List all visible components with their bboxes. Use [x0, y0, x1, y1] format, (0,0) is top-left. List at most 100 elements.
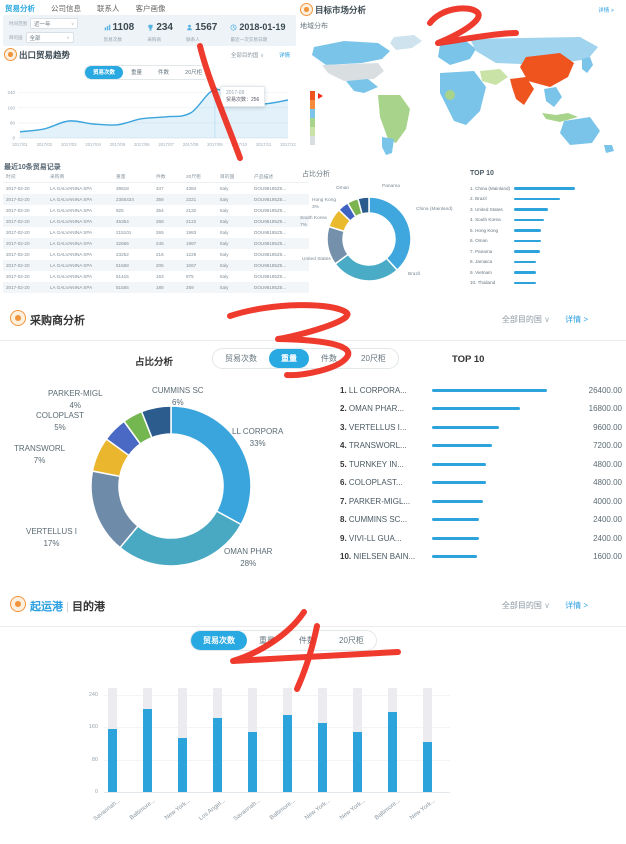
- buyer-top10-row[interactable]: 7. PARKER-MIGL... 4000.00: [340, 492, 622, 511]
- bar-0[interactable]: [107, 729, 117, 792]
- trend-tab-1[interactable]: 重量: [131, 70, 143, 76]
- top10-name: 8. CUMMINS SC...: [340, 515, 408, 525]
- bar-6[interactable]: [317, 722, 327, 792]
- port-scope-dropdown[interactable]: 全部目的国 ∨: [501, 601, 550, 610]
- market-top10-row[interactable]: 2. Brazil: [470, 194, 622, 205]
- market-section-title: 目标市场分析: [315, 5, 367, 15]
- col-header-4[interactable]: 20尺柜: [183, 171, 217, 183]
- top10-bar: [514, 260, 536, 263]
- table-row[interactable]: 2017-02-20 LA GALVANINA SPA 45354 268 2122 It…: [3, 216, 309, 227]
- col-header-2[interactable]: 重量: [113, 171, 153, 183]
- origin-port-tab[interactable]: 起运港: [30, 601, 63, 613]
- market-top10-row[interactable]: 3. United States: [470, 204, 622, 215]
- col-header-5[interactable]: 目的国: [217, 171, 251, 183]
- svg-text:2017/01: 2017/01: [12, 142, 28, 147]
- market-top10-row[interactable]: 6. Oman: [470, 236, 622, 247]
- market-top10-row[interactable]: 5. Hong Kong: [470, 225, 622, 236]
- buyer-scope-dropdown[interactable]: 全部目的国 ∨: [501, 315, 550, 324]
- destination-port-tab[interactable]: 目的港: [71, 601, 105, 613]
- buyer-top10-row[interactable]: 1. LL CORPORA... 26400.00: [340, 381, 622, 400]
- filter-select-1[interactable]: 全部 ∨: [25, 32, 74, 43]
- trend-detail-link[interactable]: 详情: [278, 53, 290, 59]
- buyer-tab-3[interactable]: 20尺柜: [361, 354, 386, 363]
- top10-name: 10. NIELSEN BAIN...: [340, 552, 416, 562]
- buyer-top10-row[interactable]: 5. TURNKEY IN... 4800.00: [340, 455, 622, 474]
- market-top10-row[interactable]: 4. South Korea: [470, 215, 622, 226]
- market-donut-chart[interactable]: [300, 180, 626, 298]
- buyer-tab-2[interactable]: 件数: [321, 354, 337, 363]
- stat-value: 234: [156, 21, 173, 33]
- trend-tab-3[interactable]: 20尺柜: [185, 70, 203, 76]
- market-donut-label-oman: Oman: [336, 186, 350, 191]
- region-southeast-asia: [544, 87, 562, 107]
- buyer-top10-row[interactable]: 2. OMAN PHAR... 16800.00: [340, 400, 622, 419]
- top-tab-2[interactable]: 联系人: [97, 4, 120, 13]
- col-header-1[interactable]: 采购商: [47, 171, 113, 183]
- buyer-donut-slice-cummins[interactable]: [140, 405, 172, 439]
- buyer-top10-row[interactable]: 3. VERTELLUS I... 9600.00: [340, 418, 622, 437]
- top-tab-1[interactable]: 公司信息: [51, 4, 81, 13]
- top10-name: 6. COLOPLAST...: [340, 478, 403, 488]
- buyer-top10-row[interactable]: 6. COLOPLAST... 4800.00: [340, 474, 622, 493]
- bar-1[interactable]: [142, 708, 152, 792]
- buyer-detail-link[interactable]: 详情 >: [565, 315, 588, 324]
- market-top10-row[interactable]: 10. Thailand: [470, 278, 622, 289]
- port-tab-2[interactable]: 件数: [299, 636, 315, 645]
- bar-8[interactable]: [387, 712, 397, 792]
- col-header-3[interactable]: 件数: [153, 171, 183, 183]
- table-row[interactable]: 2017-02-20 LA GALVANINA SPA 51555 188 259 Ita…: [3, 282, 309, 293]
- market-top10-row[interactable]: 9. Vietnam: [470, 267, 622, 278]
- bar-7[interactable]: [352, 731, 362, 792]
- buyer-donut-label-transworl: TRANSWORL 7%: [14, 444, 66, 465]
- trend-tab-2[interactable]: 件数: [158, 70, 170, 76]
- buyer-top10-row[interactable]: 9. VIVI-LL GUA... 2400.00: [340, 529, 622, 548]
- destination-scope-dropdown[interactable]: 全部目的国 ∨: [230, 53, 264, 59]
- col-header-0[interactable]: 时间: [3, 171, 47, 183]
- stat-3: 2018-01-19 最近一次交易日期: [230, 18, 285, 43]
- buyer-top10-row[interactable]: 10. NIELSEN BAIN... 1600.00: [340, 548, 622, 567]
- world-map[interactable]: [298, 33, 626, 165]
- table-row[interactable]: 2017-02-20 LA GALVANINA SPA 2355434 358 2321…: [3, 194, 309, 205]
- bar-2[interactable]: [177, 738, 187, 792]
- table-cell: Italy: [220, 274, 229, 279]
- filter-select-0[interactable]: 近一年 ∨: [30, 18, 78, 29]
- buyer-donut-slice-omanphar[interactable]: [118, 510, 243, 567]
- port-detail-link[interactable]: 详情 >: [565, 601, 588, 610]
- region-argentina: [382, 137, 394, 155]
- col-header-6[interactable]: 产品描述: [251, 171, 309, 183]
- buyer-donut-chart[interactable]: [0, 385, 330, 585]
- table-row[interactable]: 2017-02-20 LA GALVANINA SPA 215101 265 1983 I…: [3, 227, 309, 238]
- bar-3[interactable]: [212, 717, 222, 792]
- market-donut-slice-china[interactable]: [368, 196, 412, 272]
- buyer-tab-1[interactable]: 重量: [269, 349, 309, 368]
- bar-4[interactable]: [247, 731, 257, 792]
- trend-tab-0[interactable]: 贸易次数: [85, 65, 124, 79]
- port-tab-0[interactable]: 贸易次数: [191, 631, 247, 650]
- market-detail-link[interactable]: 详情 >: [598, 8, 614, 14]
- table-row[interactable]: 2017-02-20 LA GALVANINA SPA 32666 246 1987 It…: [3, 238, 309, 249]
- svg-text:2017/06: 2017/06: [134, 142, 150, 147]
- top10-bar: [514, 229, 541, 232]
- table-row[interactable]: 2017-02-20 LA GALVANINA SPA 23252 216 1229 It…: [3, 249, 309, 260]
- buyer-top10-row[interactable]: 4. TRANSWORL... 7200.00: [340, 437, 622, 456]
- market-top10-row[interactable]: 7. Panama: [470, 246, 622, 257]
- table-row[interactable]: 2017-02-20 LA GALVANINA SPA 925 354 2132 Ital…: [3, 205, 309, 216]
- market-top10-row[interactable]: 1. China (Mainland): [470, 183, 622, 194]
- buyer-top10-row[interactable]: 8. CUMMINS SC... 2400.00: [340, 511, 622, 530]
- port-tab-1[interactable]: 重量: [259, 636, 275, 645]
- market-top10-row[interactable]: 8. Jamaica: [470, 257, 622, 268]
- table-row[interactable]: 2017-02-20 LA GALVANINA SPA 51568 205 1067 It…: [3, 260, 309, 271]
- port-tab-3[interactable]: 20尺柜: [339, 636, 364, 645]
- buyer-donut-slice-ll[interactable]: [170, 405, 252, 526]
- top-tab-3[interactable]: 客户画像: [135, 4, 166, 13]
- table-cell: 1987: [186, 241, 197, 246]
- bar-5[interactable]: [282, 715, 292, 792]
- table-row[interactable]: 2017-02-20 LA GALVANINA SPA 39818 347 4384 It…: [3, 183, 309, 195]
- top10-value: 4800.00: [593, 478, 622, 488]
- bar-track: [387, 688, 397, 792]
- buyer-tab-0[interactable]: 贸易次数: [225, 354, 257, 363]
- bar-9[interactable]: [422, 742, 432, 792]
- market-donut-slice-panama[interactable]: [356, 196, 370, 215]
- table-row[interactable]: 2017-02-20 LA GALVANINA SPA 51415 163 975 Ita…: [3, 271, 309, 282]
- top10-bar: [432, 499, 483, 503]
